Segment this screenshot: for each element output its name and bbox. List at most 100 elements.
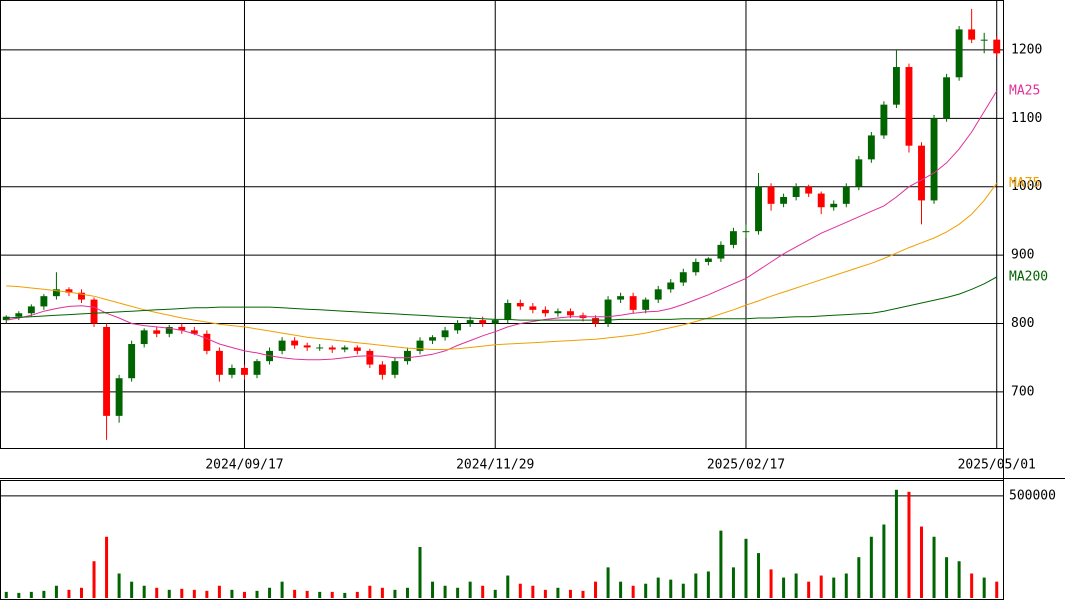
candle-body — [2, 316, 10, 321]
volume-bar — [945, 557, 949, 598]
x-tick-label: 2025/05/01 — [958, 458, 1036, 473]
candle-body — [316, 347, 324, 349]
candle-body — [215, 350, 223, 375]
candle-body — [15, 313, 23, 317]
volume-bar — [782, 577, 786, 598]
candle-body — [980, 39, 988, 41]
volume-bar — [844, 573, 848, 598]
candle-body — [729, 231, 737, 245]
candle-body — [103, 326, 111, 416]
volume-bar — [656, 577, 660, 598]
candle-body — [65, 289, 73, 293]
candle-body — [767, 186, 775, 204]
candle-body — [303, 345, 311, 348]
volume-bar — [255, 590, 259, 598]
candle-body — [842, 186, 850, 204]
candle-body — [742, 231, 750, 233]
volume-bar — [556, 587, 560, 598]
ma-line — [6, 276, 997, 321]
volume-bar — [957, 561, 961, 598]
volume-bar — [230, 589, 234, 598]
volume-bar — [380, 587, 384, 598]
volume-bar — [907, 491, 911, 598]
y-tick-label: 1100 — [1011, 111, 1042, 126]
candle-body — [567, 311, 574, 316]
volume-bar — [932, 536, 936, 598]
candle-body — [78, 292, 85, 300]
volume-bar — [4, 591, 8, 598]
candle-body — [253, 361, 261, 375]
x-tick-label: 2024/11/29 — [456, 458, 534, 473]
y-tick-label: 1200 — [1011, 42, 1042, 57]
candle-body — [541, 309, 549, 314]
ma-label: MA75 — [1009, 176, 1040, 191]
x-tick-label: 2025/02/17 — [707, 458, 785, 473]
volume-bar — [568, 589, 572, 598]
volume-bar — [468, 581, 472, 598]
candle-body — [115, 378, 123, 416]
candle-body — [416, 340, 424, 351]
candle-body — [704, 258, 712, 262]
volume-tick-label: 500000 — [1009, 488, 1056, 503]
candle-body — [993, 39, 1001, 54]
ma-label: MA25 — [1009, 83, 1040, 98]
volume-bar — [42, 590, 46, 598]
candle-body — [667, 282, 675, 290]
candle-body — [228, 367, 236, 375]
volume-bar — [506, 575, 510, 598]
candle-body — [241, 367, 248, 375]
volume-bar — [17, 592, 21, 598]
candle-body — [328, 347, 336, 350]
volume-bar — [518, 583, 522, 598]
volume-bar — [155, 587, 159, 598]
volume-bar — [982, 577, 986, 598]
candle-body — [604, 299, 612, 324]
candle-body — [341, 347, 349, 350]
volume-bar — [192, 589, 196, 598]
candle-body — [755, 186, 762, 232]
candle-body — [692, 261, 700, 273]
y-tick-label: 1000 — [1011, 179, 1042, 194]
volume-bar — [431, 581, 435, 598]
volume-bar — [67, 589, 71, 598]
volume-bar — [819, 575, 823, 598]
candle-body — [516, 302, 524, 307]
candle-body — [203, 333, 211, 351]
candle-body — [291, 340, 299, 346]
candle-body — [90, 299, 98, 324]
volume-bar — [368, 585, 372, 598]
volume-bar — [393, 589, 397, 598]
y-tick-label: 900 — [1011, 248, 1034, 263]
volume-bar — [142, 585, 146, 598]
candle-body — [930, 118, 938, 201]
volume-bar — [869, 536, 873, 598]
volume-bar — [117, 573, 121, 598]
candle-body — [905, 67, 913, 146]
ma-line — [6, 90, 998, 361]
volume-bar — [130, 581, 134, 598]
candle-body — [717, 244, 725, 259]
candle-body — [165, 326, 173, 334]
volume-bar — [769, 569, 773, 598]
volume-bar — [405, 587, 409, 598]
candle-body — [855, 159, 863, 187]
price-panel-frame — [0, 0, 1004, 449]
volume-bar — [757, 553, 761, 598]
ma-label: MA200 — [1009, 270, 1048, 285]
volume-bar — [694, 573, 698, 598]
candle-body — [190, 330, 198, 334]
candle-body — [792, 186, 800, 197]
volume-bar — [205, 590, 209, 598]
candle-body — [955, 29, 963, 78]
y-tick-label: 800 — [1011, 316, 1034, 331]
volume-bar — [493, 589, 497, 598]
candle-body — [140, 330, 148, 345]
volume-bar — [305, 590, 309, 598]
y-tick-label: 700 — [1011, 384, 1034, 399]
volume-bar — [167, 589, 171, 598]
candle-body — [378, 364, 386, 375]
volume-bar — [882, 524, 886, 598]
candle-body — [479, 320, 487, 324]
volume-bar — [894, 489, 898, 598]
